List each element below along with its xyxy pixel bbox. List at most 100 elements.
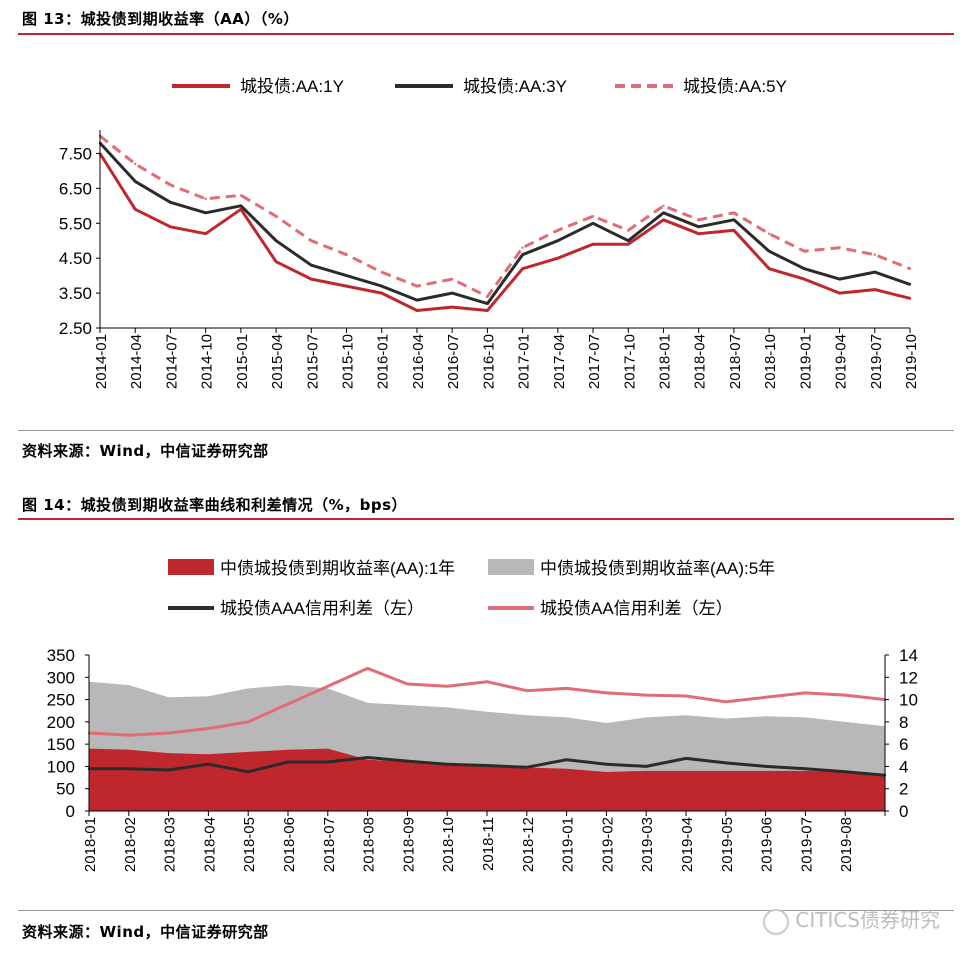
x-tick-label-1: 2014-04 — [128, 334, 145, 389]
series-1-point-13 — [556, 256, 560, 260]
series-1-point-23 — [908, 297, 912, 300]
x-tick-label-12: 2019-01 — [560, 817, 577, 872]
series-2-point-4 — [239, 204, 243, 208]
series-2-point-11 — [486, 302, 489, 305]
x-tick-label-8: 2016-01 — [375, 334, 392, 389]
series-2-point-1 — [134, 180, 137, 183]
x-tick-label-11: 2018-12 — [520, 817, 537, 872]
series-2-point-5 — [274, 239, 278, 242]
series-3-point-3 — [207, 763, 210, 766]
y-left-tick-label-0: 0 — [66, 802, 75, 821]
series-2-point-19 — [767, 250, 771, 253]
legend-label-2: 中债城投债到期收益率(AA):5年 — [540, 559, 775, 578]
series-4-point-4 — [247, 720, 250, 724]
series-3-point-8 — [406, 759, 409, 763]
series-2-point-14 — [591, 222, 595, 225]
series-1-point-19 — [767, 267, 771, 270]
y-right-tick-label-0: 0 — [899, 802, 908, 821]
x-tick-label-5: 2015-04 — [269, 334, 286, 389]
series-1-point-12 — [521, 267, 524, 270]
legend-label-3: 城投债AAA信用利差（左） — [220, 599, 424, 618]
x-tick-label-6: 2015-07 — [304, 334, 321, 389]
series-2-point-9 — [415, 298, 419, 302]
x-tick-label-12: 2017-01 — [516, 334, 533, 389]
series-3-point-16 — [662, 204, 665, 208]
series-3-point-23 — [908, 267, 912, 270]
series-4-point-9 — [446, 685, 449, 688]
x-tick-label-6: 2018-07 — [321, 817, 338, 872]
series-3-point-14 — [591, 215, 595, 218]
y-left-tick-label-2: 100 — [47, 757, 75, 776]
y-right-tick-label-2: 4 — [899, 757, 908, 776]
x-tick-label-7: 2018-08 — [361, 817, 378, 872]
series-2-point-2 — [169, 201, 172, 204]
legend-label-2: 城投债:AA:3Y — [463, 77, 567, 96]
series-3-point-5 — [274, 215, 278, 218]
series-2-point-21 — [838, 277, 841, 281]
fig13-legend: 城投债:AA:1Y 城投债:AA:3Y 城投债:AA:5Y — [172, 77, 787, 96]
series-3-point-4 — [247, 770, 250, 773]
y-tick-label-2: 4.50 — [59, 249, 92, 268]
fig13-title-rule — [18, 33, 954, 35]
y-tick-label-4: 6.50 — [59, 179, 92, 198]
series-3-point-10 — [485, 764, 489, 767]
series-2-point-7 — [345, 274, 348, 277]
series-area-1 — [89, 748, 885, 811]
series-3-point-2 — [169, 183, 172, 187]
series-1-point-21 — [838, 291, 841, 295]
series-3-point-1 — [134, 162, 137, 166]
x-tick-label-16: 2019-05 — [719, 817, 736, 872]
series-3-point-17 — [697, 218, 700, 221]
x-tick-label-21: 2019-04 — [833, 334, 850, 389]
x-tick-label-0: 2014-01 — [93, 334, 110, 389]
x-tick-label-23: 2019-10 — [903, 334, 920, 389]
series-1-point-11 — [486, 309, 489, 312]
y-right-tick-label-5: 10 — [899, 691, 918, 710]
fig13-chart: 城投债:AA:1Y 城投债:AA:3Y 城投债:AA:5Y 2.50 3.50 4.50… — [59, 77, 920, 389]
series-2-point-15 — [627, 239, 630, 242]
series-1-point-18 — [732, 229, 736, 232]
series-4-point-6 — [326, 685, 329, 688]
series-1-point-10 — [450, 305, 454, 309]
series-4-point-1 — [127, 734, 130, 737]
series-3-point-12 — [565, 758, 568, 761]
x-tick-label-15: 2019-04 — [679, 817, 696, 872]
x-tick-label-4: 2018-05 — [241, 817, 258, 872]
series-4-point-7 — [366, 667, 369, 670]
series-4-point-8 — [406, 682, 409, 686]
series-4-point-11 — [525, 689, 528, 692]
watermark: CITICS债券研究 — [763, 904, 940, 935]
legend-swatch-1 — [168, 559, 214, 575]
y-right-tick-label-1: 2 — [899, 780, 908, 799]
series-3-point-11 — [486, 295, 489, 298]
series-4-point-14 — [645, 693, 648, 697]
series-3-point-13 — [605, 763, 608, 766]
series-3-point-18 — [804, 767, 807, 770]
series-2-point-8 — [380, 284, 383, 288]
x-tick-label-9: 2016-04 — [410, 334, 427, 389]
series-1-point-8 — [380, 291, 383, 295]
legend-label-3: 城投债:AA:5Y — [683, 77, 787, 96]
series-3-point-11 — [525, 766, 528, 769]
fig13-source: 资料来源：Wind，中信证券研究部 — [22, 442, 269, 460]
x-tick-label-14: 2017-07 — [586, 334, 603, 389]
series-2-point-12 — [521, 253, 524, 256]
series-3-point-14 — [645, 765, 648, 768]
series-4-point-5 — [286, 702, 290, 706]
y-tick-label-3: 5.50 — [59, 214, 92, 233]
series-3-point-19 — [844, 770, 847, 773]
x-tick-label-0: 2018-01 — [82, 817, 99, 872]
x-tick-label-13: 2019-02 — [599, 817, 616, 872]
series-3-point-9 — [446, 763, 449, 766]
series-line-2 — [98, 141, 911, 306]
series-3-point-5 — [286, 760, 290, 764]
series-3-point-7 — [345, 253, 348, 256]
series-3-point-15 — [627, 229, 630, 232]
series-4-point-15 — [684, 694, 688, 698]
series-2-point-20 — [803, 267, 806, 270]
x-tick-label-3: 2014-10 — [199, 334, 216, 389]
fig14-source: 资料来源：Wind，中信证券研究部 — [22, 923, 269, 941]
y-left-tick-label-4: 200 — [47, 713, 75, 732]
series-4-point-17 — [764, 696, 767, 699]
series-2-point-13 — [556, 239, 560, 242]
